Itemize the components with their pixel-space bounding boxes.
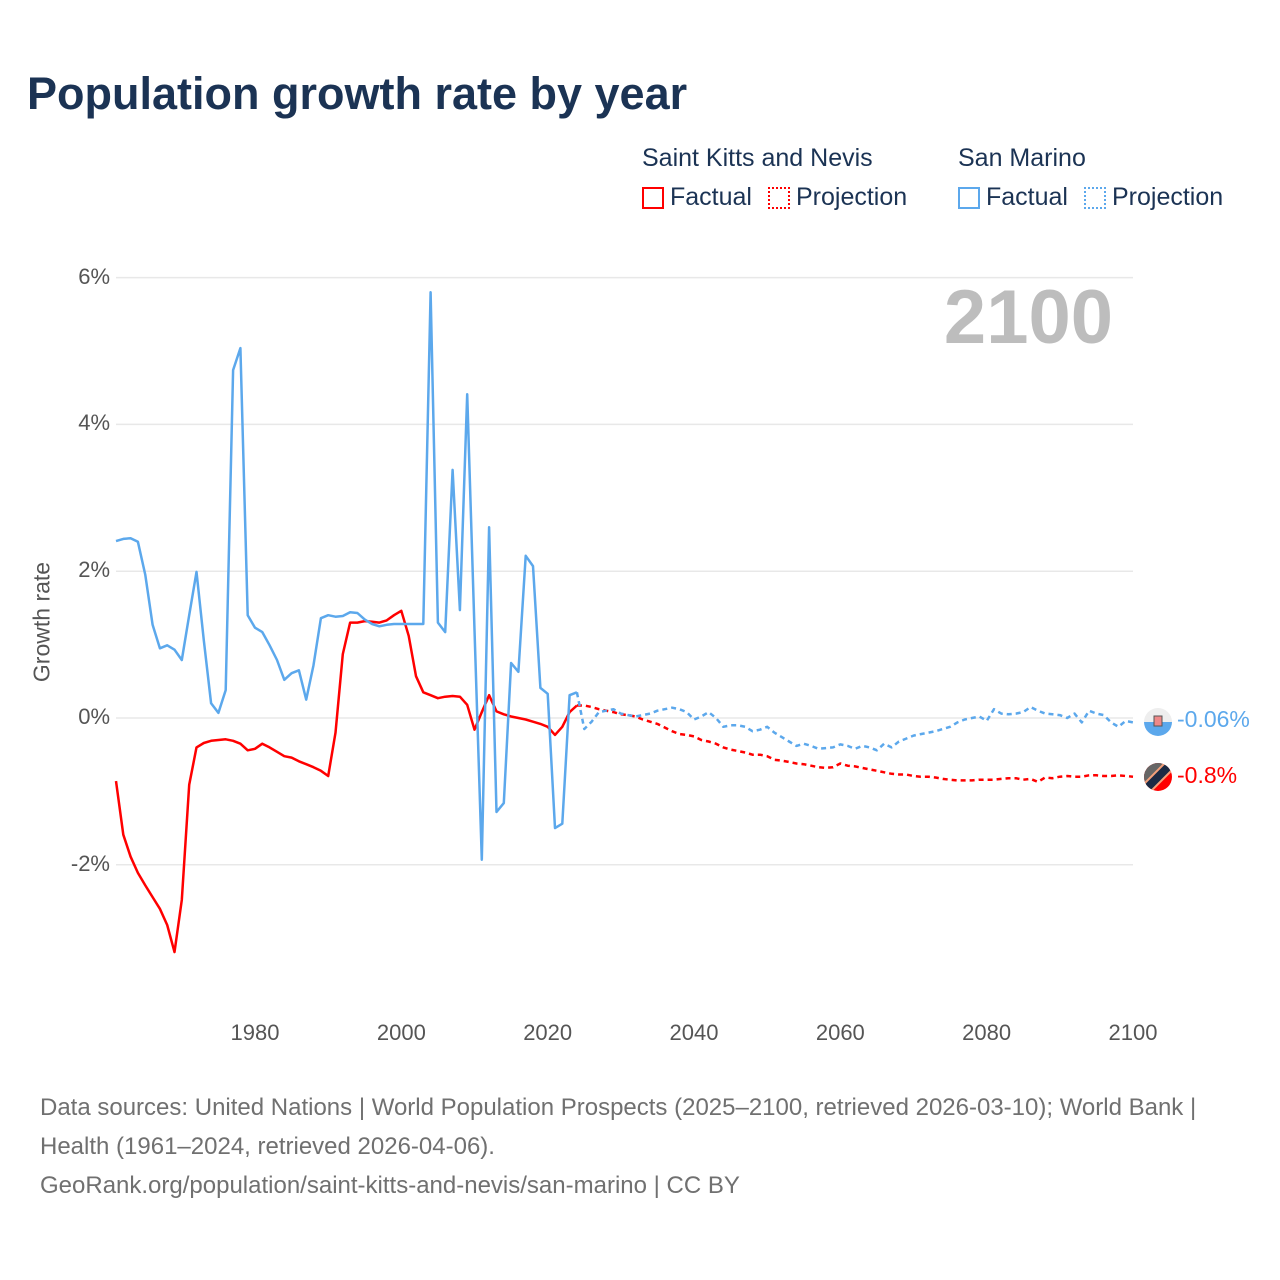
x-tick-label: 2000 bbox=[376, 1020, 426, 1045]
legend-group-title: Saint Kitts and Nevis bbox=[642, 144, 873, 172]
legend-label: Factual bbox=[986, 183, 1068, 211]
san-marino-flag-icon bbox=[1144, 708, 1172, 736]
footer: Data sources: United Nations | World Pop… bbox=[40, 1088, 1240, 1205]
legend-swatch-solid bbox=[958, 186, 980, 209]
x-tick-label: 2100 bbox=[1108, 1020, 1158, 1045]
end-label-saint-kitts: -0.8% bbox=[1177, 762, 1238, 788]
legend-group-title: San Marino bbox=[958, 144, 1086, 172]
legend-item-factual[interactable]: Factual bbox=[958, 183, 1068, 212]
current-year-label: 2100 bbox=[943, 275, 1113, 360]
y-tick-label: 6% bbox=[78, 263, 110, 289]
legend-swatch-dotted bbox=[767, 186, 790, 209]
x-tick-label: 2060 bbox=[815, 1020, 865, 1045]
chart-title: Population growth rate by year bbox=[27, 68, 688, 119]
x-tick-label: 1980 bbox=[230, 1020, 280, 1045]
legend-item-factual[interactable]: Factual bbox=[642, 183, 752, 212]
san-marino-factual-line bbox=[115, 291, 578, 861]
y-tick-label: 0% bbox=[78, 704, 110, 729]
legend-item-projection[interactable]: Projection bbox=[1083, 183, 1224, 212]
y-tick-label: 2% bbox=[78, 557, 110, 583]
data-sources: Data sources: United Nations | World Pop… bbox=[40, 1094, 1197, 1160]
saint-kitts-and-nevis-projection-line bbox=[576, 704, 1134, 784]
saint-kitts-flag-icon bbox=[1144, 763, 1172, 791]
source-link[interactable]: GeoRank.org/population/saint-kitts-and-n… bbox=[40, 1172, 740, 1199]
x-tick-label: 2020 bbox=[523, 1020, 573, 1045]
y-tick-label: -2% bbox=[70, 850, 110, 876]
legend-swatch-dotted bbox=[1083, 186, 1106, 209]
y-tick-label: 4% bbox=[78, 410, 110, 436]
san-marino-projection-line bbox=[575, 692, 1134, 752]
legend-label: Factual bbox=[670, 183, 752, 211]
end-label-san-marino: -0.06% bbox=[1177, 706, 1250, 732]
legend-label: Projection bbox=[1111, 183, 1224, 211]
legend-saint-kitts: Saint Kitts and Nevis Factual Projection bbox=[642, 144, 907, 212]
legend-swatch-solid bbox=[642, 186, 664, 209]
saint-kitts-and-nevis-factual-line bbox=[114, 609, 578, 954]
x-tick-label: 2080 bbox=[962, 1020, 1012, 1045]
legend-label: Projection bbox=[795, 183, 908, 211]
legend-san-marino: San Marino Factual Projection bbox=[958, 144, 1223, 212]
legend-item-projection[interactable]: Projection bbox=[767, 183, 908, 212]
x-tick-label: 2040 bbox=[669, 1020, 719, 1045]
